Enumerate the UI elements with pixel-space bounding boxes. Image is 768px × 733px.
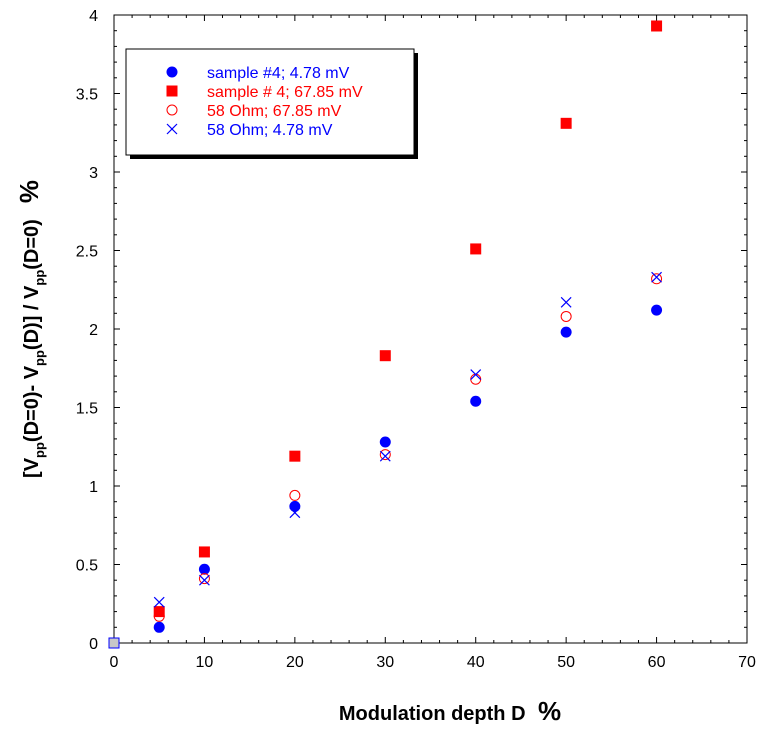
data-series <box>108 20 663 649</box>
x-tick-label: 20 <box>286 654 304 671</box>
x-tick-label: 50 <box>557 654 575 671</box>
data-point <box>560 117 572 129</box>
data-point <box>289 450 301 462</box>
data-point <box>198 563 210 575</box>
legend: sample #4; 4.78 mV sample # 4; 67.85 mV 58… <box>125 48 418 159</box>
data-point <box>289 500 301 512</box>
data-point <box>470 243 482 255</box>
x-axis-label: Modulation depth D <box>339 703 526 725</box>
axis-ticks: 0 10 20 30 40 50 60 70 0 0.5 1 1.5 2 2.5 3 3.5 4 <box>76 8 756 671</box>
y-label-sub-2: pp <box>32 350 47 366</box>
legend-label: sample # 4; 67.85 mV <box>207 84 363 101</box>
y-tick-label: 2.5 <box>76 244 98 261</box>
legend-marker <box>166 104 178 116</box>
y-tick-label: 3.5 <box>76 87 98 104</box>
data-point <box>651 271 662 283</box>
data-point <box>199 574 210 586</box>
data-point <box>470 369 482 380</box>
x-axis-title: Modulation depth D % <box>339 696 561 726</box>
y-tick-label: 1 <box>89 479 98 496</box>
data-point <box>198 573 210 585</box>
x-tick-label: 60 <box>648 654 666 671</box>
data-point <box>153 596 165 608</box>
data-point <box>560 326 572 338</box>
legend-marker <box>166 123 178 135</box>
y-label-part-1: [V <box>21 457 43 478</box>
data-point <box>470 373 482 385</box>
y-label-part-4: (D=0) <box>21 219 43 270</box>
x-tick-label: 0 <box>110 654 119 671</box>
y-tick-label: 3 <box>89 165 98 182</box>
y-label-sub-3: pp <box>32 270 47 286</box>
legend-marker <box>166 85 178 97</box>
legend-label: sample #4; 4.78 mV <box>207 65 350 82</box>
data-point <box>379 350 391 362</box>
data-point <box>651 273 663 285</box>
data-point <box>379 449 391 461</box>
x-tick-label: 10 <box>196 654 214 671</box>
data-point <box>651 20 663 32</box>
legend-marker <box>166 66 178 78</box>
y-tick-label: 4 <box>89 8 98 25</box>
x-axis-unit: % <box>538 696 561 726</box>
data-point <box>289 507 301 519</box>
data-point <box>153 610 165 622</box>
data-point <box>560 296 572 308</box>
data-point <box>108 637 120 649</box>
legend-items: sample #4; 4.78 mV sample # 4; 67.85 mV 58… <box>166 65 363 139</box>
series-3 <box>108 271 662 649</box>
legend-label: 58 Ohm; 67.85 mV <box>207 103 342 120</box>
data-point <box>651 304 663 316</box>
data-point <box>153 621 165 633</box>
y-tick-label: 2 <box>89 322 98 339</box>
data-point <box>198 546 210 558</box>
data-point <box>379 436 391 448</box>
y-tick-label: 0.5 <box>76 558 98 575</box>
y-tick-label: 1.5 <box>76 401 98 418</box>
data-point <box>379 450 391 462</box>
y-label-sub-1: pp <box>32 442 47 458</box>
x-tick-label: 70 <box>738 654 756 671</box>
y-tick-label: 0 <box>89 636 98 653</box>
data-point <box>289 489 301 501</box>
y-label-unit: % <box>14 180 44 203</box>
legend-label: 58 Ohm; 4.78 mV <box>207 122 333 139</box>
data-point <box>470 395 482 407</box>
x-tick-label: 40 <box>467 654 485 671</box>
legend-box <box>125 48 415 156</box>
y-label-part-2: (D=0)- V <box>21 365 43 442</box>
y-axis-title: [Vpp(D=0)- Vpp(D)] / Vpp(D=0)% <box>14 180 47 478</box>
data-point <box>560 310 572 322</box>
y-label-part-3: (D)] / V <box>21 285 43 350</box>
series-2 <box>108 273 663 649</box>
x-tick-label: 30 <box>376 654 394 671</box>
